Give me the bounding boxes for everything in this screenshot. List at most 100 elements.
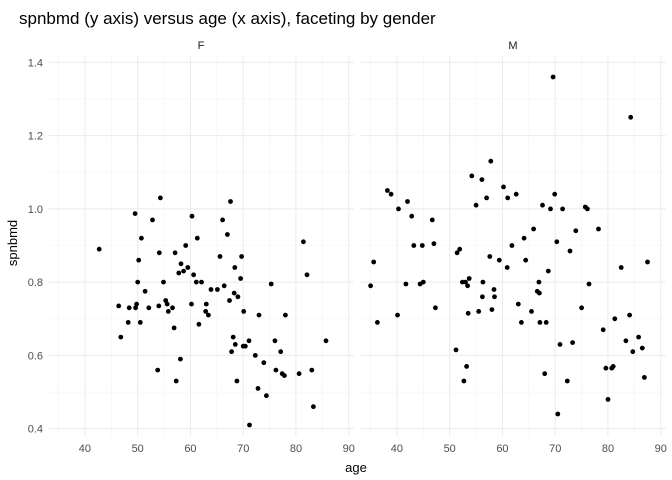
data-point (457, 246, 463, 252)
data-point (612, 316, 618, 322)
data-point (133, 305, 139, 311)
data-point (323, 338, 329, 344)
data-point (283, 312, 288, 318)
data-point (239, 254, 245, 259)
data-point (371, 259, 377, 265)
data-point (466, 276, 472, 281)
data-point (480, 279, 486, 285)
data-point (252, 353, 258, 358)
data-point (163, 298, 169, 303)
data-point (196, 321, 202, 327)
data-point (311, 404, 316, 410)
data-point (375, 320, 380, 325)
data-point (247, 422, 252, 428)
data-point (555, 411, 561, 417)
data-point (465, 310, 471, 316)
data-point (304, 272, 310, 278)
data-point (491, 287, 497, 292)
data-point (118, 334, 124, 340)
data-point (513, 191, 519, 197)
data-point (579, 305, 584, 311)
data-point (479, 177, 485, 183)
x-tick-label: 50 (132, 443, 144, 455)
data-point (488, 158, 494, 164)
data-point (241, 309, 247, 314)
data-point (232, 265, 238, 270)
data-point (155, 367, 161, 373)
data-point (464, 364, 469, 369)
data-point (537, 290, 542, 296)
data-point (193, 279, 199, 285)
data-point (183, 243, 189, 248)
data-point (278, 349, 284, 355)
data-point (388, 191, 394, 197)
y-tick-label: 0.8 (28, 277, 43, 289)
data-point (191, 272, 197, 278)
data-point (156, 250, 162, 256)
data-point (164, 301, 170, 307)
data-point (234, 378, 240, 384)
data-point (261, 360, 267, 366)
data-point (161, 279, 166, 285)
y-tick-label: 1.4 (28, 57, 43, 69)
y-tick-label: 1.2 (28, 131, 43, 143)
data-point (156, 303, 162, 309)
data-point (433, 305, 438, 311)
data-point (125, 320, 131, 325)
data-point (531, 226, 536, 232)
data-point (238, 276, 244, 281)
x-tick-label: 70 (237, 443, 249, 455)
data-point (505, 195, 511, 201)
x-tick-label: 40 (79, 443, 91, 455)
data-point (487, 254, 493, 259)
data-point (227, 298, 232, 303)
data-point (465, 283, 470, 289)
y-axis-label: spnbmd (5, 220, 20, 266)
data-point (552, 191, 558, 197)
data-point (557, 342, 563, 347)
facet-panel-f: F (48, 40, 354, 436)
data-point (232, 342, 238, 347)
data-point (395, 312, 400, 318)
data-point (623, 338, 629, 344)
data-point (543, 320, 549, 325)
y-axis-ticks: 0.4 0.6 0.8 1.0 1.2 1.4 (28, 57, 43, 435)
data-point (273, 367, 279, 373)
x-tick-label: 80 (290, 443, 302, 455)
data-point (419, 243, 425, 248)
data-point (409, 213, 415, 219)
x-tick-label: 60 (496, 443, 508, 455)
data-point (228, 199, 233, 204)
data-point (199, 279, 204, 285)
data-point (206, 312, 211, 318)
data-point (368, 283, 373, 289)
data-point (235, 294, 241, 300)
data-point (504, 265, 510, 270)
data-point (429, 217, 435, 223)
data-point (246, 338, 252, 344)
data-point (309, 367, 315, 373)
data-point (301, 239, 306, 245)
data-point (564, 378, 570, 384)
data-point (492, 294, 497, 300)
data-point (636, 334, 641, 340)
data-point (146, 305, 152, 311)
data-point (385, 188, 390, 193)
data-point (136, 257, 142, 263)
data-point (509, 243, 515, 248)
data-point (176, 270, 182, 276)
data-point (420, 279, 426, 285)
data-point (230, 334, 236, 340)
data-point (537, 320, 543, 325)
data-point (461, 378, 467, 384)
data-point (519, 320, 524, 325)
data-point (208, 287, 214, 292)
data-point (542, 371, 548, 377)
data-point (463, 279, 468, 285)
data-point (529, 309, 534, 314)
data-point (96, 246, 102, 252)
data-point (296, 371, 302, 377)
data-point (229, 349, 235, 355)
data-point (501, 184, 506, 190)
